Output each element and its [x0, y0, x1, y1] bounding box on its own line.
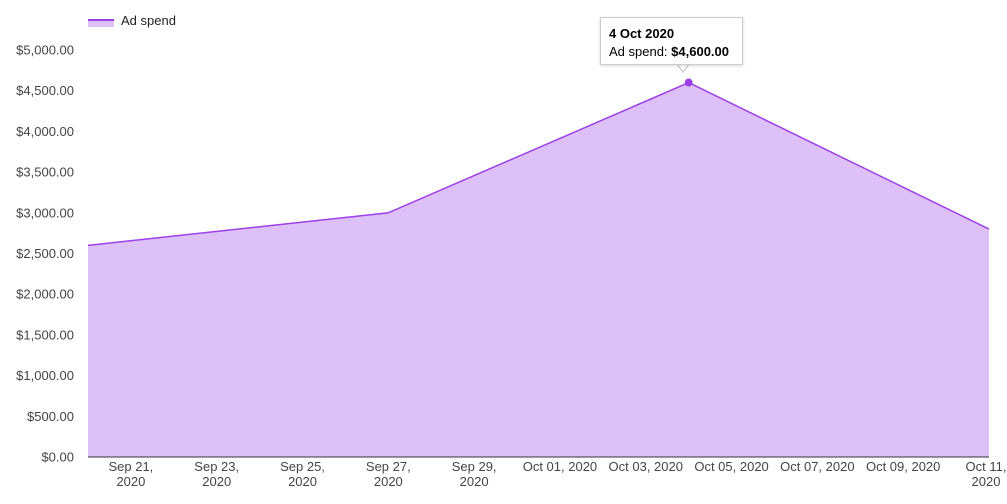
legend-swatch-fill — [88, 21, 114, 27]
x-tick-label-line: Oct 11, — [966, 459, 1007, 474]
y-tick-label: $2,500.00 — [16, 246, 74, 261]
x-tick-label: Oct 01, 2020 — [523, 459, 597, 474]
x-tick-label-line: 2020 — [972, 474, 1001, 489]
tooltip-pointer-inner — [677, 63, 689, 71]
x-tick-label-line: Sep 25, — [280, 459, 325, 474]
x-tick-label-line: 2020 — [202, 474, 231, 489]
x-tick-label-line: Oct 01, 2020 — [523, 459, 597, 474]
tooltip: 4 Oct 2020 Ad spend: $4,600.00 — [600, 17, 743, 65]
y-axis: $0.00 $500.00 $1,000.00 $1,500.00 $2,000.00 $… — [16, 43, 74, 465]
x-tick-label: Oct 07, 2020 — [780, 459, 854, 474]
x-tick-label: Oct 11, 2020 — [966, 459, 1007, 489]
x-tick-label: Sep 23, 2020 — [194, 459, 239, 489]
y-tick-label: $4,000.00 — [16, 124, 74, 139]
x-tick-label: Oct 05, 2020 — [694, 459, 768, 474]
x-tick-label-line: Sep 21, — [108, 459, 153, 474]
y-tick-label: $1,000.00 — [16, 368, 74, 383]
y-tick-label: $4,500.00 — [16, 83, 74, 98]
series-line-ad-spend[interactable] — [87, 81, 990, 247]
x-tick-label-line: 2020 — [116, 474, 145, 489]
x-tick-label: Sep 27, 2020 — [366, 459, 411, 489]
x-tick-label-line: 2020 — [288, 474, 317, 489]
x-tick-label-line: Sep 29, — [452, 459, 497, 474]
legend[interactable]: Ad spend — [88, 13, 176, 28]
data-point-highlighted[interactable] — [684, 78, 693, 87]
y-tick-label: $3,000.00 — [16, 205, 74, 220]
y-tick-label: $2,000.00 — [16, 287, 74, 302]
y-tick-label: $5,000.00 — [16, 43, 74, 58]
y-tick-label: $500.00 — [27, 409, 74, 424]
x-tick-label: Sep 21, 2020 — [108, 459, 153, 489]
x-tick-label-line: 2020 — [460, 474, 489, 489]
x-tick-label: Oct 09, 2020 — [866, 459, 940, 474]
x-tick-label-line: Oct 03, 2020 — [609, 459, 683, 474]
tooltip-series-label: Ad spend: — [609, 44, 668, 59]
x-tick-label-line: Oct 07, 2020 — [780, 459, 854, 474]
tooltip-body: Ad spend: $4,600.00 — [609, 43, 734, 61]
x-tick-label-line: Oct 05, 2020 — [694, 459, 768, 474]
y-tick-label: $1,500.00 — [16, 327, 74, 342]
area-fill-ad-spend — [88, 82, 989, 457]
y-tick-label: $0.00 — [41, 450, 74, 465]
x-tick-label-line: Oct 09, 2020 — [866, 459, 940, 474]
x-tick-label: Sep 29, 2020 — [452, 459, 497, 489]
legend-label: Ad spend — [121, 13, 176, 28]
x-tick-label-line: Sep 27, — [366, 459, 411, 474]
x-tick-label: Sep 25, 2020 — [280, 459, 325, 489]
x-tick-label-line: Sep 23, — [194, 459, 239, 474]
tooltip-title: 4 Oct 2020 — [609, 26, 675, 41]
x-tick-label-line: 2020 — [374, 474, 403, 489]
y-tick-label: $3,500.00 — [16, 165, 74, 180]
x-tick-label: Oct 03, 2020 — [609, 459, 683, 474]
tooltip-value: $4,600.00 — [671, 44, 730, 59]
